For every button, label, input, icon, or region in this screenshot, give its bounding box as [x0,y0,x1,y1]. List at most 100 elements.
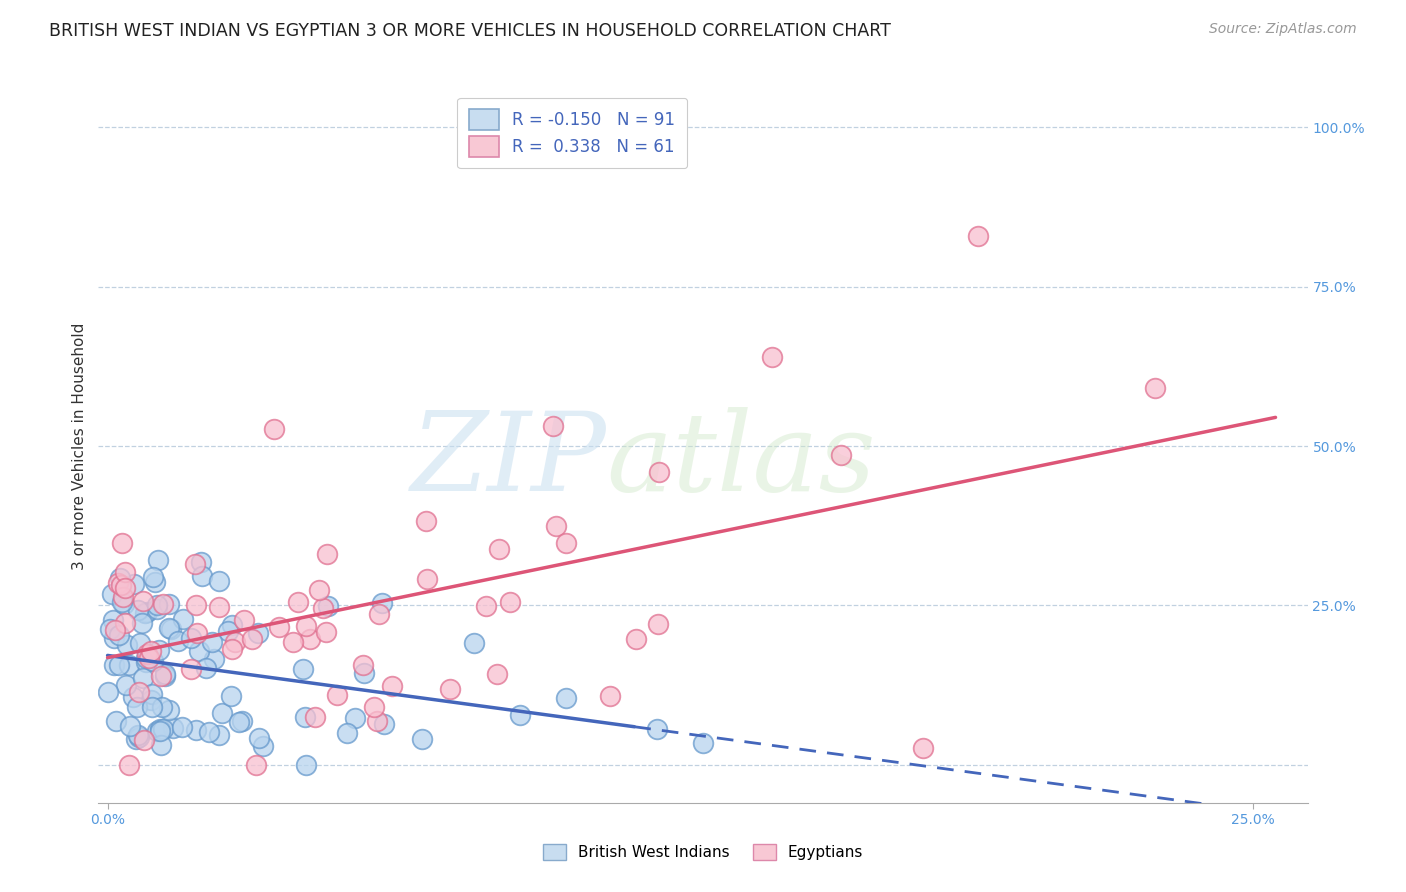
Point [157,597,180,611]
Point [135,647,157,661]
Point [111,535,134,549]
Text: atlas: atlas [606,407,876,514]
Point [152,700,174,714]
Point [281,635,304,649]
Point [138,650,160,665]
Point [294,757,316,772]
Point [366,714,388,728]
Point [128,730,150,744]
Point [312,601,335,615]
Point [115,678,138,692]
Point [315,547,337,561]
Point [145,598,167,612]
Point [624,632,647,647]
Point [224,635,246,649]
Point [599,690,621,704]
Point [316,599,339,613]
Point [190,555,212,569]
Point [103,614,125,628]
Point [231,714,253,728]
Point [294,709,316,723]
Point [141,699,163,714]
Point [326,688,349,702]
Point [114,582,136,596]
Point [104,714,127,729]
Point [474,599,496,614]
Point [153,669,176,683]
Point [249,731,271,745]
Point [367,607,389,621]
Point [111,594,134,608]
Point [132,732,155,747]
Point [648,466,671,480]
Point [416,572,439,586]
Point [371,596,394,610]
Point [153,667,176,681]
Point [217,624,239,639]
Point [463,636,485,650]
Point [304,710,326,724]
Point [148,722,170,736]
Text: ZIP: ZIP [411,407,606,514]
Point [98,622,121,636]
Point [221,617,243,632]
Point [439,681,461,696]
Point [141,643,163,657]
Point [381,679,404,693]
Point [150,738,173,752]
Point [112,591,135,605]
Point [966,228,988,243]
Point [135,655,157,669]
Point [134,607,156,621]
Point [160,622,183,636]
Point [343,711,366,725]
Point [761,350,783,364]
Point [308,582,330,597]
Point [142,654,165,668]
Point [415,514,437,528]
Point [219,689,242,703]
Point [180,662,202,676]
Point [353,665,375,680]
Point [187,644,209,658]
Point [135,650,157,665]
Point [202,652,225,666]
Point [157,621,180,635]
Point [104,623,127,637]
Point [267,620,290,634]
Point [221,642,243,657]
Point [544,518,567,533]
Point [186,626,208,640]
Point [191,568,214,582]
Point [1144,381,1167,395]
Point [157,703,180,717]
Point [198,724,221,739]
Point [336,726,359,740]
Point [110,578,132,592]
Text: BRITISH WEST INDIAN VS EGYPTIAN 3 OR MORE VEHICLES IN HOUSEHOLD CORRELATION CHAR: BRITISH WEST INDIAN VS EGYPTIAN 3 OR MOR… [49,22,891,40]
Point [291,662,314,676]
Point [127,728,149,742]
Point [509,708,531,723]
Point [122,577,145,591]
Point [162,721,184,735]
Point [136,605,159,619]
Point [146,602,169,616]
Point [208,574,231,588]
Point [692,736,714,750]
Point [142,570,165,584]
Point [242,632,264,646]
Point [112,597,135,611]
Point [498,595,520,609]
Point [352,657,374,672]
Point [298,632,321,646]
Point [124,732,146,747]
Point [315,624,337,639]
Point [101,586,124,600]
Point [184,599,207,613]
Point [194,661,217,675]
Point [166,633,188,648]
Point [170,720,193,734]
Point [363,700,385,714]
Point [295,619,318,633]
